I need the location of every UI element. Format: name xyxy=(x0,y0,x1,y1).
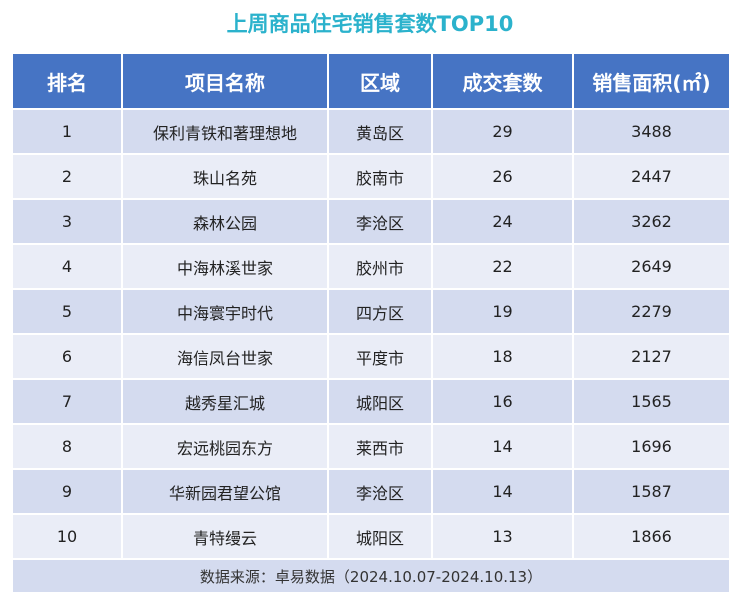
cell-district: 四方区 xyxy=(327,288,433,335)
cell-sales-area: 2447 xyxy=(572,153,731,200)
cell-sales-area: 1866 xyxy=(572,513,731,560)
cell-project-name: 华新园君望公馆 xyxy=(121,468,329,515)
cell-rank: 10 xyxy=(11,513,123,560)
table-row: 8 宏远桃园东方 莱西市 14 1696 xyxy=(11,423,731,470)
cell-project-name: 中海林溪世家 xyxy=(121,243,329,290)
header-project-name: 项目名称 xyxy=(121,52,329,110)
header-district: 区域 xyxy=(327,52,433,110)
table-title: 上周商品住宅销售套数TOP10 xyxy=(226,12,514,36)
cell-district: 黄岛区 xyxy=(327,108,433,155)
cell-sales-area: 3488 xyxy=(572,108,731,155)
cell-rank: 4 xyxy=(11,243,123,290)
cell-sales-area: 2279 xyxy=(572,288,731,335)
cell-units-sold: 22 xyxy=(431,243,574,290)
cell-project-name: 中海寰宇时代 xyxy=(121,288,329,335)
cell-project-name: 青特缦云 xyxy=(121,513,329,560)
cell-units-sold: 14 xyxy=(431,423,574,470)
cell-sales-area: 1587 xyxy=(572,468,731,515)
cell-project-name: 保利青铁和著理想地 xyxy=(121,108,329,155)
header-rank: 排名 xyxy=(11,52,123,110)
cell-rank: 2 xyxy=(11,153,123,200)
table-row: 6 海信凤台世家 平度市 18 2127 xyxy=(11,333,731,380)
cell-sales-area: 3262 xyxy=(572,198,731,245)
data-source-note: 数据来源：卓易数据（2024.10.07-2024.10.13） xyxy=(11,558,731,594)
table-row: 4 中海林溪世家 胶州市 22 2649 xyxy=(11,243,731,290)
table-row: 7 越秀星汇城 城阳区 16 1565 xyxy=(11,378,731,425)
cell-units-sold: 16 xyxy=(431,378,574,425)
sales-ranking-table: 排名 项目名称 区域 成交套数 销售面积(㎡) 1 保利青铁和著理想地 黄岛区 … xyxy=(11,52,731,594)
cell-units-sold: 19 xyxy=(431,288,574,335)
table-row: 3 森林公园 李沧区 24 3262 xyxy=(11,198,731,245)
cell-project-name: 海信凤台世家 xyxy=(121,333,329,380)
cell-units-sold: 18 xyxy=(431,333,574,380)
cell-district: 胶南市 xyxy=(327,153,433,200)
cell-rank: 8 xyxy=(11,423,123,470)
cell-rank: 7 xyxy=(11,378,123,425)
cell-project-name: 越秀星汇城 xyxy=(121,378,329,425)
cell-project-name: 宏远桃园东方 xyxy=(121,423,329,470)
cell-district: 莱西市 xyxy=(327,423,433,470)
cell-rank: 3 xyxy=(11,198,123,245)
cell-units-sold: 24 xyxy=(431,198,574,245)
cell-sales-area: 2127 xyxy=(572,333,731,380)
cell-sales-area: 1696 xyxy=(572,423,731,470)
table-row: 9 华新园君望公馆 李沧区 14 1587 xyxy=(11,468,731,515)
cell-district: 李沧区 xyxy=(327,468,433,515)
header-units-sold: 成交套数 xyxy=(431,52,574,110)
table-row: 2 珠山名苑 胶南市 26 2447 xyxy=(11,153,731,200)
cell-rank: 9 xyxy=(11,468,123,515)
header-row: 排名 项目名称 区域 成交套数 销售面积(㎡) xyxy=(11,52,731,110)
cell-sales-area: 1565 xyxy=(572,378,731,425)
cell-sales-area: 2649 xyxy=(572,243,731,290)
cell-district: 平度市 xyxy=(327,333,433,380)
table-row: 10 青特缦云 城阳区 13 1866 xyxy=(11,513,731,560)
header-sales-area: 销售面积(㎡) xyxy=(572,52,731,110)
cell-rank: 6 xyxy=(11,333,123,380)
cell-units-sold: 29 xyxy=(431,108,574,155)
cell-district: 胶州市 xyxy=(327,243,433,290)
cell-project-name: 珠山名苑 xyxy=(121,153,329,200)
table-row: 5 中海寰宇时代 四方区 19 2279 xyxy=(11,288,731,335)
cell-district: 李沧区 xyxy=(327,198,433,245)
cell-district: 城阳区 xyxy=(327,378,433,425)
source-row: 数据来源：卓易数据（2024.10.07-2024.10.13） xyxy=(11,558,731,594)
cell-rank: 5 xyxy=(11,288,123,335)
cell-district: 城阳区 xyxy=(327,513,433,560)
cell-units-sold: 14 xyxy=(431,468,574,515)
cell-units-sold: 26 xyxy=(431,153,574,200)
cell-units-sold: 13 xyxy=(431,513,574,560)
table-row: 1 保利青铁和著理想地 黄岛区 29 3488 xyxy=(11,108,731,155)
cell-project-name: 森林公园 xyxy=(121,198,329,245)
cell-rank: 1 xyxy=(11,108,123,155)
